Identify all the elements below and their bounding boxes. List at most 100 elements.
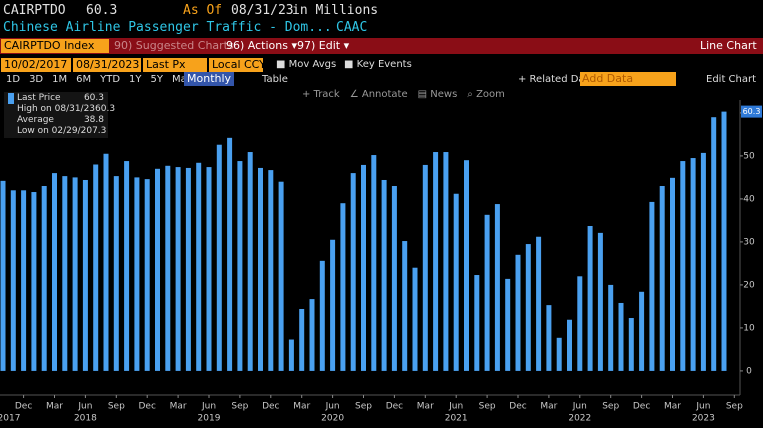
related[interactable]: + Related Dat: [518, 74, 589, 85]
tool[interactable]: + Track: [302, 89, 340, 100]
y-tick-label: 10: [743, 323, 755, 333]
last-value-label: 60.3: [743, 107, 761, 116]
menu-item[interactable]: 90) Suggested Charts: [114, 39, 234, 52]
security[interactable]: CAIRPTDO Index: [1, 39, 109, 53]
x-tick-label: Dec: [138, 402, 155, 412]
bar: [556, 337, 562, 371]
x-tick-label: Dec: [262, 402, 279, 412]
x-tick-label: Jun: [448, 402, 463, 412]
range-button[interactable]: 3D: [29, 74, 44, 85]
end-date[interactable]: 08/31/2023: [73, 58, 141, 72]
y-tick-label: 30: [743, 237, 755, 247]
range-buttons: 1D 3D 1M 6M YTD 1Y 5Y Max: [6, 74, 202, 85]
bar: [690, 158, 696, 371]
ticker: CAIRPTDO: [3, 3, 66, 18]
bar: [350, 173, 356, 371]
bar: [453, 193, 459, 371]
legend-row: Last Price 60.3: [8, 93, 104, 104]
bar: [0, 180, 6, 371]
legend-label: Low on 02/29/20: [17, 126, 93, 136]
bar: [361, 164, 366, 371]
bar: [381, 179, 387, 371]
x-tick-label: Sep: [479, 402, 496, 412]
menu-item[interactable]: 96) Actions ▾: [226, 39, 297, 52]
x-tick-label: Jun: [201, 402, 216, 412]
bar: [206, 167, 212, 371]
x-tick-label: Sep: [602, 402, 619, 412]
tool[interactable]: ▤ News: [417, 89, 458, 100]
toggle[interactable]: ■ Mov Avgs: [276, 59, 337, 70]
bar: [185, 167, 191, 371]
y-tick-label: 0: [746, 366, 752, 376]
view[interactable]: Table: [262, 74, 288, 85]
x-tick-label: Sep: [108, 402, 125, 412]
legend-value: 7.3: [92, 126, 107, 136]
x-tick-label: Mar: [664, 402, 681, 412]
legend: Last Price 60.3 High on 08/31/23 60.3 Averag…: [8, 93, 115, 137]
bar: [165, 165, 171, 371]
bar: [113, 176, 119, 371]
bar: [649, 201, 655, 371]
range-button[interactable]: 5Y: [150, 74, 164, 85]
bar: [216, 144, 222, 371]
range-button[interactable]: YTD: [100, 74, 121, 85]
bar: [340, 203, 346, 371]
range-button[interactable]: 1M: [52, 74, 68, 85]
x-tick-label: Jun: [77, 402, 92, 412]
bar: [680, 161, 686, 371]
bar: [608, 284, 614, 371]
bar: [567, 319, 572, 371]
x-tick-label: Jun: [695, 402, 710, 412]
bar: [536, 236, 542, 371]
last-value: 60.3: [86, 3, 118, 18]
bar: [103, 153, 109, 371]
bar: [464, 160, 469, 371]
range-button[interactable]: 1Y: [129, 74, 142, 85]
bar: [227, 137, 233, 371]
x-tick-label: Mar: [46, 402, 63, 412]
frequency[interactable]: Monthly: [184, 72, 235, 86]
x-tick-label: Jun: [572, 402, 587, 412]
bar: [443, 152, 449, 371]
bar: [484, 214, 490, 371]
y-tick-label: 20: [743, 280, 755, 290]
currency[interactable]: Local CCY: [209, 58, 266, 72]
chart-type[interactable]: Line Chart: [700, 39, 757, 52]
x-tick-label: Mar: [417, 402, 434, 412]
start-date[interactable]: 10/02/2017: [1, 58, 71, 72]
tool[interactable]: ⌕ Zoom: [467, 89, 505, 100]
x-year-label: 2021: [445, 414, 468, 424]
toggle[interactable]: ■ Key Events: [344, 59, 412, 70]
description: Chinese Airline Passenger Traffic - Dom.…: [3, 20, 332, 35]
add-data[interactable]: Add Data: [580, 72, 676, 86]
legend-label: Average: [17, 115, 54, 125]
bar: [21, 190, 27, 371]
x-year-label: 2022: [568, 414, 591, 424]
menu-item[interactable]: 97) Edit ▾: [297, 39, 350, 52]
bar: [93, 164, 99, 371]
bar: [144, 179, 150, 371]
range-button[interactable]: 6M: [76, 74, 92, 85]
bar: [577, 276, 583, 371]
as-of-label: As Of: [183, 3, 223, 18]
bar: [41, 186, 47, 371]
x-year-label: 2018: [74, 414, 97, 424]
bar: [597, 232, 603, 371]
range-button[interactable]: 1D: [6, 74, 21, 85]
x-tick-label: Dec: [386, 402, 403, 412]
bar: [155, 168, 160, 371]
tool[interactable]: ∠ Annotate: [349, 89, 408, 100]
x-tick-label: Mar: [170, 402, 187, 412]
legend-label: Last Price: [8, 93, 61, 104]
bar: [31, 192, 37, 371]
field[interactable]: Last Px: [143, 58, 207, 72]
bar: [391, 186, 397, 371]
range-button[interactable]: Max: [172, 74, 193, 85]
bar: [62, 176, 68, 371]
bar: [546, 305, 552, 371]
x-tick-label: Jun: [325, 402, 340, 412]
x-year-label: 2017: [0, 414, 20, 424]
bar: [505, 278, 511, 371]
bar: [72, 177, 78, 371]
edit-chart[interactable]: Edit Chart: [706, 74, 757, 85]
